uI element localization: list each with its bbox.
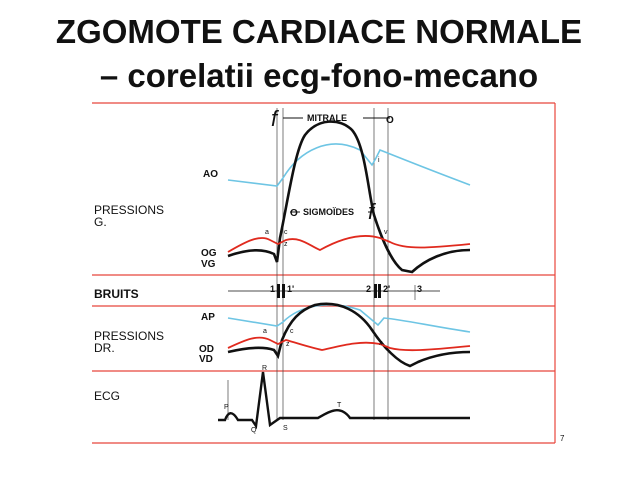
bruits-label: BRUITS	[94, 287, 139, 301]
pulmonary-artery-pressure-curve	[227, 304, 471, 333]
diagram-frame	[92, 102, 556, 444]
sigmoides-label: SIGMOÏDES	[303, 207, 354, 217]
mark-z-right: z	[286, 341, 290, 348]
sound-2p-label: 2'	[383, 284, 390, 294]
mark-a-left: a	[265, 229, 269, 236]
ao-label: AO	[203, 169, 218, 180]
mark-x-right: x	[379, 340, 383, 347]
ecg-t-wave-label: T	[337, 402, 342, 409]
pressions-d-sub-label: DR.	[94, 341, 115, 355]
sound-3-label: 3	[417, 284, 422, 294]
mark-c-right: c	[290, 328, 294, 335]
o-marker-sigmoid-open: O	[290, 208, 298, 219]
left-atrial-pressure-curve	[227, 235, 471, 253]
f-marker-mitral-close: f	[271, 106, 280, 131]
sound-1-label: 1	[270, 284, 275, 294]
sound-1p-label: 1'	[287, 284, 294, 294]
left-ventricle-pressure-curve	[227, 120, 471, 274]
pressions-d-label: PRESSIONS	[94, 329, 164, 343]
vd-label: VD	[199, 354, 213, 365]
vg-label: VG	[201, 259, 216, 270]
ecg-s-wave-label: S	[283, 425, 288, 432]
o-marker-mitral-open: O	[386, 115, 394, 126]
ecg-trace	[218, 371, 470, 430]
mark-i-left: i	[378, 157, 380, 164]
ap-label: AP	[201, 312, 215, 323]
slide-title-line1: ZGOMOTE CARDIACE NORMALE	[55, 13, 583, 50]
sound-2-label: 2	[366, 284, 371, 294]
ecg-label: ECG	[94, 389, 120, 403]
ecg-p-wave-label: P	[224, 404, 229, 411]
mark-a-right: a	[263, 328, 267, 335]
diagram-panel	[92, 95, 576, 445]
sigmoides-label-bg	[300, 206, 368, 218]
ecg-q-wave-label: Q	[251, 427, 257, 434]
mark-c-left: c	[284, 229, 288, 236]
mark-z-left: z	[284, 241, 288, 248]
mitrale-label: MITRALE	[307, 113, 347, 123]
pressions-g-label: PRESSIONS	[94, 203, 164, 217]
mark-v-left: v	[384, 229, 388, 236]
pressions-g-sub-label: G.	[94, 215, 107, 229]
right-atrial-pressure-curve	[227, 336, 471, 352]
slide-title-line2: – corelatii ecg-fono-mecano	[99, 57, 539, 94]
og-label: OG	[201, 248, 217, 259]
timing-guides	[227, 108, 416, 420]
ecg-r-wave-label: R	[262, 365, 267, 372]
od-label: OD	[199, 344, 214, 355]
right-ventricle-pressure-curve	[227, 302, 471, 368]
heart-sound-marks	[277, 284, 381, 298]
mitrale-label-bg	[303, 111, 363, 123]
page-number: 7	[560, 434, 565, 443]
